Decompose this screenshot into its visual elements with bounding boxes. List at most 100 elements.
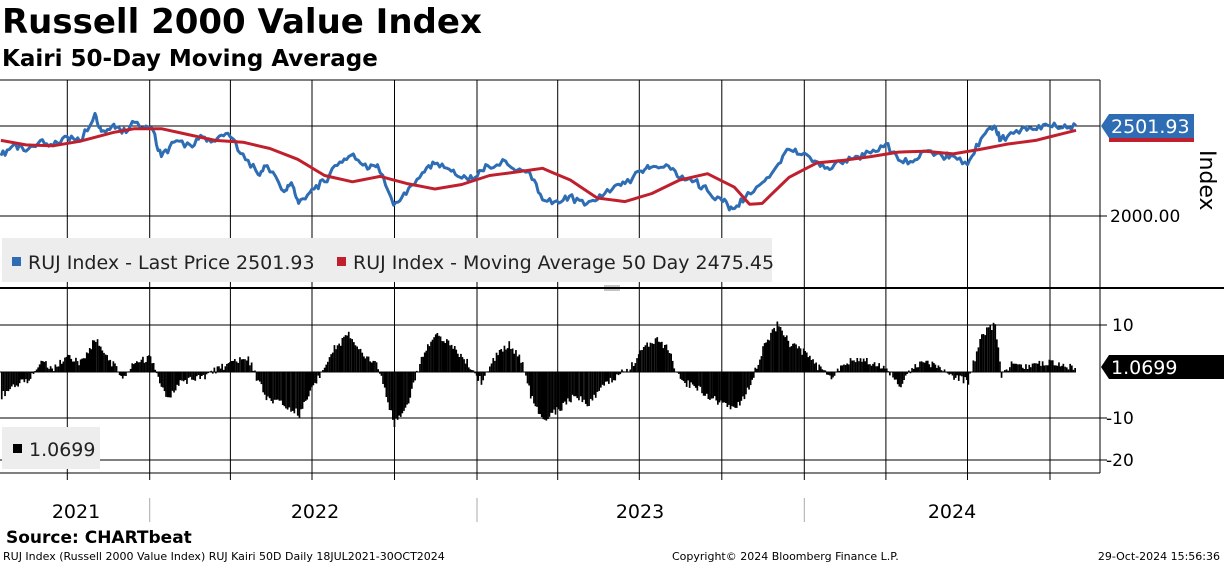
kairi-bar — [139, 362, 141, 372]
kairi-bar — [109, 359, 112, 372]
kairi-bar — [901, 372, 904, 384]
kairi-bar — [323, 367, 326, 372]
kairi-bar — [99, 346, 102, 372]
kairi-bar — [771, 329, 774, 372]
kairi-bar — [979, 339, 981, 372]
kairi-bar — [300, 372, 302, 410]
ytick-label: 2000.00 — [1110, 207, 1180, 227]
kairi-bar — [60, 363, 63, 372]
kairi-bar — [1000, 372, 1003, 378]
kairi-bar — [325, 364, 328, 372]
kairi-bar — [796, 348, 799, 372]
kairi-bar — [57, 366, 60, 372]
kairi-bar — [503, 345, 506, 372]
kairi-bar — [312, 372, 315, 386]
kairi-bar — [154, 369, 157, 372]
kairi-bar — [176, 372, 178, 385]
kairi-bar — [934, 364, 937, 372]
kairi-bar — [875, 366, 877, 372]
lower-panel: 10 -10 -20 1.0699 1.0699 — [0, 288, 1224, 474]
kairi-bar — [802, 348, 805, 372]
kairi-bar — [431, 339, 434, 372]
kairi-bar — [746, 372, 749, 388]
kairi-bar — [382, 372, 384, 384]
kairi-bar — [336, 345, 339, 372]
kairi-bar — [449, 345, 451, 372]
kairi-bar — [567, 372, 569, 399]
year-label: 2023 — [616, 501, 664, 523]
kairi-bar — [798, 346, 800, 372]
kairi-bar — [734, 372, 737, 408]
kairi-bar — [818, 364, 821, 372]
kairi-bar — [224, 366, 227, 372]
kairi-bar — [498, 350, 501, 372]
kairi-bar — [939, 367, 941, 372]
kairi-bar — [210, 370, 213, 372]
kairi-bar — [702, 372, 705, 396]
kairi-bar — [1017, 364, 1019, 372]
kairi-bar — [120, 372, 123, 376]
kairi-bar — [467, 367, 470, 372]
kairi-bar — [810, 360, 813, 372]
kairi-bar — [718, 372, 721, 403]
kairi-bar — [229, 362, 231, 372]
kairi-bar — [278, 372, 281, 401]
kairi-bar — [1026, 369, 1029, 372]
kairi-bar — [477, 372, 480, 381]
kairi-bar — [484, 372, 486, 376]
kairi-bar — [616, 372, 618, 375]
kairi-bar — [969, 372, 971, 374]
kairi-bar — [85, 352, 88, 372]
kairi-bar — [374, 361, 376, 372]
kairi-bar — [84, 358, 87, 372]
kairi-bar — [589, 372, 592, 399]
kairi-bar — [463, 359, 465, 372]
kairi-bar — [1067, 369, 1070, 372]
kairi-bar — [49, 366, 52, 372]
kairi-bar — [804, 351, 806, 372]
kairi-bar — [690, 372, 692, 383]
kairi-bar — [681, 372, 683, 380]
kairi-bar — [1030, 367, 1032, 372]
kairi-bar — [447, 340, 450, 372]
chart-subtitle: Kairi 50-Day Moving Average — [2, 46, 378, 72]
kairi-bar — [832, 372, 834, 378]
kairi-bar — [639, 350, 642, 372]
kairi-bar — [495, 352, 498, 372]
kairi-bar — [372, 360, 375, 372]
kairi-bar — [165, 372, 167, 397]
kairi-bar — [598, 372, 600, 391]
kairi-bar — [726, 372, 729, 407]
legend-swatch-kairi — [13, 444, 22, 453]
kairi-bar — [717, 372, 719, 405]
kairi-bar — [936, 367, 938, 372]
kairi-bar — [480, 372, 483, 385]
kairi-bar — [37, 367, 39, 372]
kairi-bar — [471, 370, 473, 372]
kairi-bar — [311, 372, 313, 388]
kairi-bar — [82, 358, 85, 372]
kairi-bar — [725, 372, 727, 403]
kairi-bar — [914, 364, 917, 372]
kairi-bar — [123, 372, 126, 376]
kairi-bar — [848, 364, 850, 372]
kairi-bar — [551, 372, 554, 413]
kairi-bar — [466, 358, 468, 372]
kairi-bar — [1065, 367, 1068, 372]
kairi-bar — [1020, 364, 1022, 372]
kairi-bar — [856, 358, 859, 372]
kairi-bar — [632, 366, 635, 372]
kairi-bar — [540, 372, 543, 417]
kairi-bar — [189, 372, 192, 377]
kairi-bar — [994, 324, 997, 372]
kairi-bar — [1061, 365, 1063, 372]
kairi-bar — [600, 372, 602, 388]
kairi-bar — [254, 370, 256, 372]
kairi-bar — [518, 354, 521, 372]
kairi-bar — [151, 363, 153, 372]
upper-legend: RUJ Index - Last Price 2501.93 RUJ Index… — [2, 238, 774, 282]
kairi-bar — [281, 372, 284, 405]
kairi-bar — [684, 372, 686, 383]
kairi-bar — [790, 346, 793, 372]
kairi-bar — [318, 372, 321, 378]
